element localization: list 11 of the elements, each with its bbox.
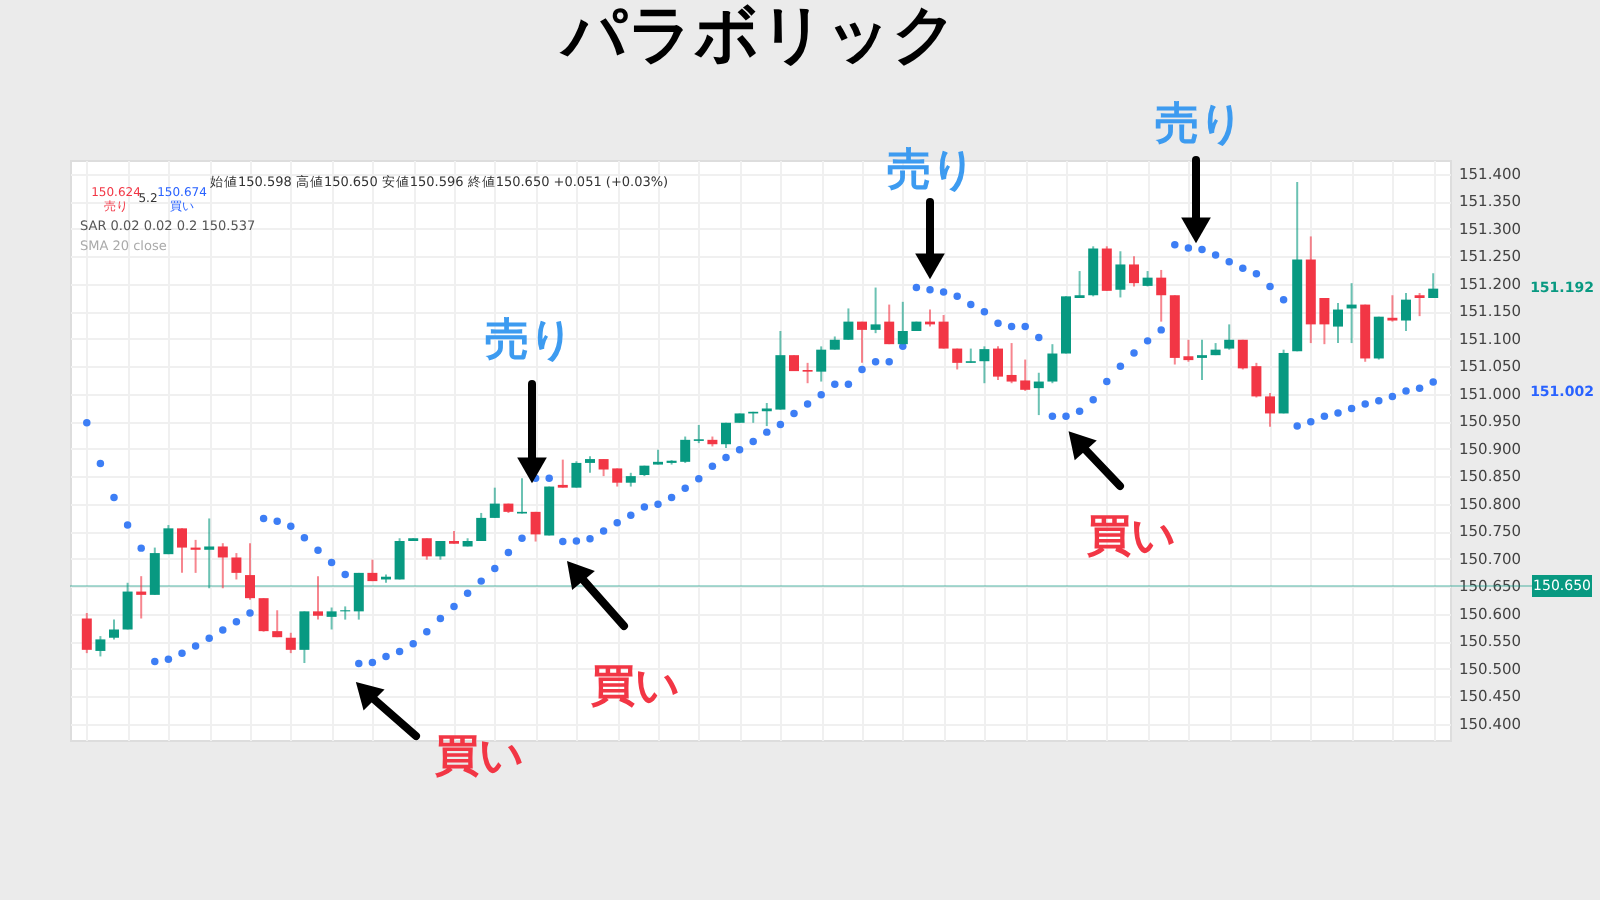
candlestick [571,460,582,489]
candlestick [258,597,269,633]
candlestick [1101,245,1112,292]
chart-title: パラボリック [558,0,958,72]
annotation: 売り [887,146,977,196]
annotation: 買い [589,662,681,712]
annotation: 買い [1085,512,1177,562]
annotation: 売り [485,316,575,366]
candlestick [340,605,351,621]
annotation: 買い [433,732,525,782]
text: 売り [1155,100,1245,150]
